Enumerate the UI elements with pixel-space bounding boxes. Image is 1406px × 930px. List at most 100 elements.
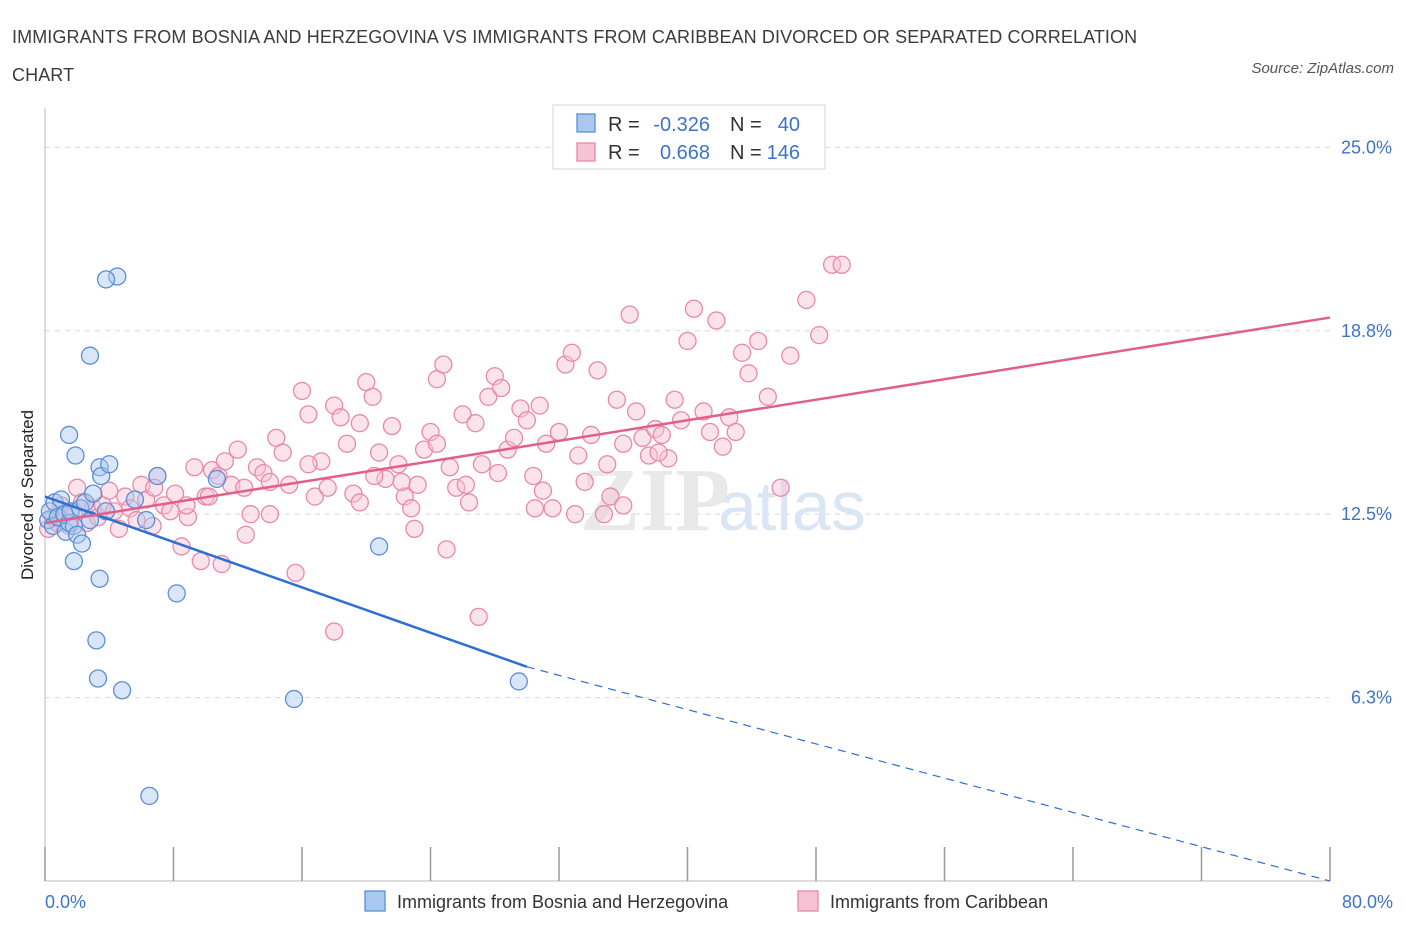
caribbean-point	[286, 563, 305, 583]
caribbean-point	[556, 355, 575, 374]
caribbean-point	[469, 607, 488, 627]
caribbean-point	[488, 463, 508, 483]
caribbean-point	[350, 414, 369, 433]
bosnia-point	[140, 786, 159, 806]
caribbean-point	[466, 414, 485, 433]
caribbean-point	[273, 443, 292, 462]
axes	[44, 108, 1331, 882]
caribbean-point	[810, 326, 829, 345]
bosnia-point	[90, 569, 109, 588]
correlation-legend: R = -0.326 N = 40 R = 0.668 N = 146	[552, 104, 826, 170]
caribbean-point	[350, 493, 369, 512]
caribbean-point	[822, 255, 842, 274]
legend-swatch-caribbean	[797, 890, 819, 912]
caribbean-point	[492, 378, 511, 398]
bosnia-point	[148, 466, 167, 486]
bosnia-point	[108, 267, 127, 286]
caribbean-point	[665, 390, 684, 409]
bosnia-point	[125, 490, 145, 509]
trend-lines	[44, 316, 1331, 882]
source-label: Source: ZipAtlas.com	[1251, 60, 1394, 77]
y-tick-label: 6.3%	[1351, 688, 1392, 708]
caribbean-point	[633, 428, 652, 448]
bosnia-point	[207, 469, 227, 489]
caribbean-point	[575, 472, 594, 492]
caribbean-point	[318, 478, 337, 497]
caribbean-point	[739, 364, 758, 383]
caribbean-point	[456, 475, 475, 494]
caribbean-point	[713, 437, 732, 456]
y-tick-label: 12.5%	[1341, 504, 1392, 524]
caribbean-point	[549, 422, 569, 442]
caribbean-point	[331, 408, 350, 427]
trend-line-bosnia-extension	[526, 666, 1331, 882]
bosnia-point	[66, 446, 85, 465]
bosnia-point	[84, 484, 103, 503]
caribbean-point	[659, 449, 678, 468]
caribbean-point	[67, 478, 87, 497]
caribbean-point	[726, 422, 745, 442]
caribbean-point	[588, 361, 607, 380]
bosnia-point	[284, 689, 304, 709]
caribbean-point	[292, 381, 312, 401]
series-legend: Immigrants from Bosnia and Herzegovina I…	[364, 890, 1048, 912]
caribbean-point	[434, 355, 453, 374]
caribbean-point	[614, 434, 633, 453]
x-tick-label: 80.0%	[1342, 892, 1393, 912]
watermark-atlas: atlas	[718, 467, 866, 545]
caribbean-point	[260, 505, 280, 524]
caribbean-point	[614, 496, 633, 515]
series-caribbean-points	[39, 255, 851, 641]
caribbean-point	[649, 443, 668, 462]
caribbean-point	[562, 343, 581, 362]
caribbean-point	[543, 499, 562, 518]
legend-n-value-blue: 40	[778, 114, 800, 136]
caribbean-point	[517, 411, 537, 430]
caribbean-point	[797, 290, 816, 310]
caribbean-point	[530, 396, 549, 415]
caribbean-point	[511, 399, 530, 418]
caribbean-point	[459, 493, 479, 512]
caribbean-point	[228, 440, 247, 459]
caribbean-point	[652, 425, 671, 445]
caribbean-point	[598, 455, 617, 474]
caribbean-point	[405, 519, 424, 538]
caribbean-point	[504, 428, 524, 448]
bosnia-point	[87, 631, 106, 650]
caribbean-point	[440, 458, 459, 477]
legend-label-bosnia: Immigrants from Bosnia and Herzegovina	[397, 892, 729, 912]
bosnia-point	[96, 270, 116, 289]
bosnia-point	[88, 669, 108, 688]
bosnia-point	[369, 537, 389, 556]
caribbean-point	[626, 402, 646, 421]
caribbean-point	[305, 487, 325, 506]
caribbean-point	[832, 255, 851, 274]
bosnia-point	[167, 584, 186, 603]
caribbean-point	[707, 311, 726, 330]
caribbean-point	[700, 422, 720, 442]
bosnia-point	[509, 672, 528, 691]
caribbean-point	[485, 367, 504, 386]
legend-swatch-pink	[576, 142, 596, 162]
caribbean-point	[565, 505, 585, 524]
bosnia-point	[137, 510, 156, 530]
caribbean-point	[479, 387, 498, 406]
caribbean-point	[299, 455, 318, 474]
legend-swatch-blue	[576, 113, 596, 133]
caribbean-point	[185, 458, 204, 477]
caribbean-point	[569, 446, 588, 465]
caribbean-point	[601, 487, 620, 506]
bosnia-point	[100, 455, 119, 474]
caribbean-point	[525, 499, 545, 518]
trend-line-caribbean	[44, 316, 1331, 525]
caribbean-point	[395, 487, 414, 506]
caribbean-point	[191, 551, 210, 571]
caribbean-point	[524, 466, 543, 486]
caribbean-point	[771, 478, 790, 497]
caribbean-point	[408, 475, 427, 494]
caribbean-point	[382, 416, 402, 436]
caribbean-point	[235, 478, 254, 497]
y-tick-label: 25.0%	[1341, 137, 1392, 157]
caribbean-point	[758, 387, 777, 406]
series-bosnia-points	[39, 267, 528, 806]
